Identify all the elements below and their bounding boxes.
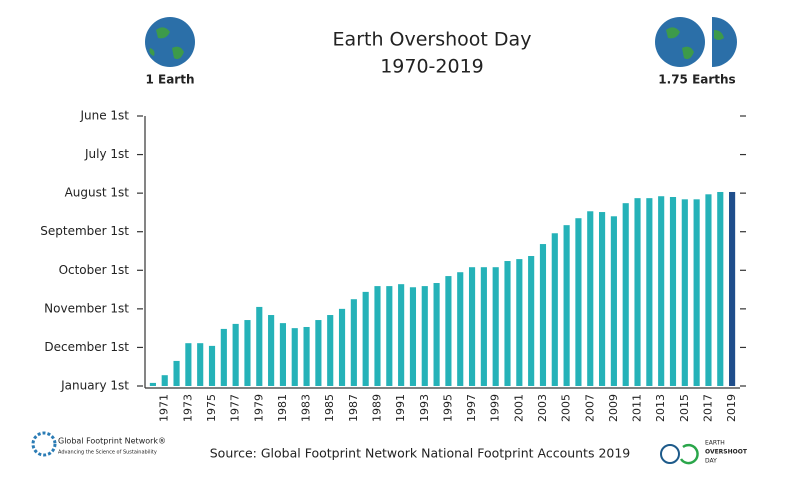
bar — [197, 343, 204, 386]
x-tick-label: 1973 — [181, 394, 194, 422]
bar — [161, 375, 168, 386]
bar — [646, 198, 653, 386]
x-tick-label: 1977 — [229, 394, 242, 422]
x-tick-label: 2017 — [701, 394, 714, 422]
eod-logo — [660, 443, 699, 465]
x-tick-label: 1997 — [465, 394, 478, 422]
bar — [468, 267, 476, 386]
y-tick-label: January 1st — [60, 379, 129, 393]
bar — [244, 320, 251, 386]
bar — [327, 315, 334, 386]
y-tick-label: November 1st — [44, 301, 129, 315]
y-tick-label: September 1st — [40, 224, 129, 238]
bar — [717, 191, 724, 386]
x-tick-label: 1971 — [158, 394, 171, 422]
x-tick-label: 1989 — [370, 394, 383, 422]
bar — [149, 382, 156, 386]
x-tick-label: 1995 — [441, 394, 454, 422]
bar — [681, 199, 688, 386]
x-tick-label: 1985 — [323, 394, 336, 422]
bar — [563, 225, 570, 386]
bar — [433, 283, 440, 386]
bar — [409, 287, 417, 386]
source: Source: Global Footprint Network Nationa… — [210, 446, 631, 461]
gfn-logo — [31, 431, 57, 457]
bar — [291, 328, 298, 386]
y-tick-label: August 1st — [65, 186, 130, 200]
chart-subtitle: 1970-2019 — [380, 56, 484, 78]
bar — [185, 343, 192, 386]
bar — [492, 267, 499, 386]
bar — [398, 284, 405, 386]
bar — [480, 267, 487, 386]
x-tick-label: 1987 — [347, 394, 360, 422]
globe — [655, 17, 737, 67]
logo-tagline: Advancing the Science of Sustainability — [58, 450, 157, 456]
bar — [598, 212, 606, 386]
x-tick-label: 1991 — [394, 394, 407, 422]
bar — [587, 211, 594, 386]
bar — [279, 323, 287, 386]
logo-line: EARTH — [705, 440, 725, 447]
bar — [539, 244, 547, 386]
bar — [232, 323, 239, 386]
bar — [622, 203, 629, 386]
x-tick-label: 1979 — [252, 394, 265, 422]
x-tick-label: 1981 — [276, 394, 289, 422]
x-tick-label: 1993 — [418, 394, 431, 422]
x-tick-label: 2005 — [560, 394, 573, 422]
bar — [374, 286, 381, 386]
bar — [208, 345, 216, 386]
bar — [634, 198, 641, 386]
globe — [145, 17, 195, 67]
logo-line: OVERSHOOT — [705, 449, 748, 456]
x-tick-label: 1975 — [205, 394, 218, 422]
bar — [445, 276, 452, 386]
x-tick-label: 2019 — [725, 394, 738, 422]
bar — [303, 326, 310, 386]
x-tick-label: 2003 — [536, 394, 549, 422]
bar — [173, 360, 180, 386]
logo-name: Global Footprint Network® — [58, 437, 166, 446]
bar — [338, 308, 346, 386]
bar — [516, 259, 523, 386]
bar — [421, 286, 428, 386]
x-tick-label: 2009 — [607, 394, 620, 422]
chart-title: Earth Overshoot Day — [333, 29, 532, 51]
left-marker: 1 Earth — [145, 73, 194, 87]
y-tick-label: October 1st — [59, 263, 130, 277]
bar — [669, 197, 677, 386]
bar — [268, 315, 275, 386]
bar — [504, 261, 511, 386]
y-tick-label: June 1st — [79, 109, 129, 123]
bar — [693, 199, 700, 386]
bar — [362, 291, 369, 386]
y-tick-label: December 1st — [44, 340, 129, 354]
x-tick-label: 1983 — [300, 394, 313, 422]
bar — [551, 233, 558, 386]
y-tick-label: July 1st — [84, 147, 129, 161]
bar — [386, 286, 393, 386]
x-tick-label: 2007 — [583, 394, 596, 422]
bar — [528, 256, 535, 386]
bar — [705, 194, 712, 386]
logo-line: DAY — [705, 458, 717, 465]
x-tick-label: 2015 — [678, 394, 691, 422]
bar — [315, 320, 322, 386]
bar — [220, 328, 227, 386]
x-tick-label: 1999 — [489, 394, 502, 422]
bar — [350, 299, 357, 386]
bar — [729, 191, 736, 386]
x-tick-label: 2011 — [631, 394, 644, 422]
right-marker: 1.75 Earths — [658, 73, 735, 87]
bar — [457, 272, 464, 386]
bar — [658, 196, 665, 386]
bar — [256, 306, 263, 386]
bar — [575, 218, 582, 386]
x-tick-label: 2001 — [512, 394, 525, 422]
bar — [610, 216, 617, 386]
x-tick-label: 2013 — [654, 394, 667, 422]
